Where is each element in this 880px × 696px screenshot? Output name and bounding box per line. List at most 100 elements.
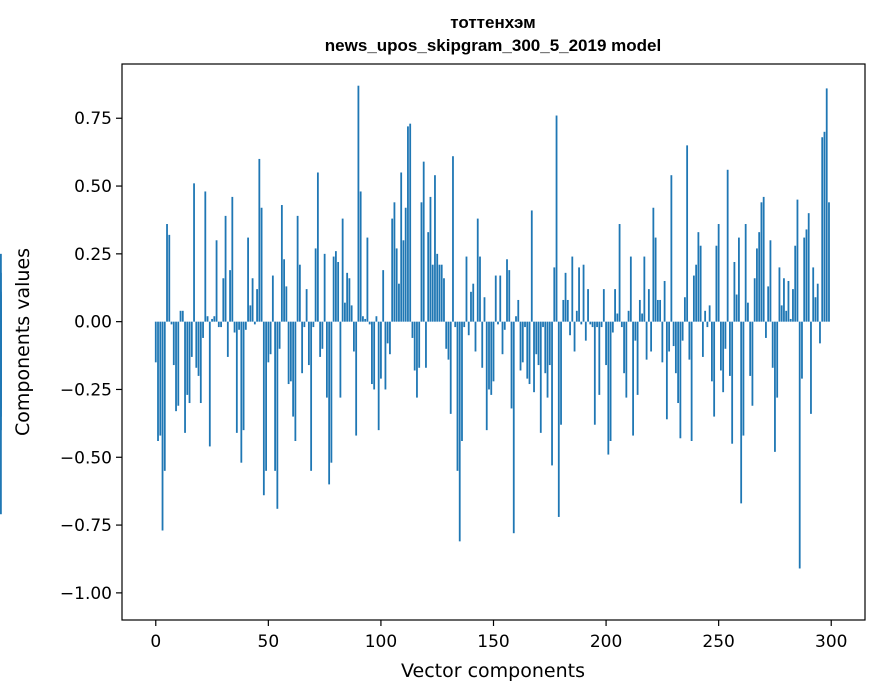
bar-91 [359,191,362,322]
bar-144 [479,256,481,322]
plot-area-frame [121,63,866,621]
bar-41 [247,237,249,322]
bar-65 [301,321,304,374]
bar-299 [828,202,830,322]
bar-84 [344,302,346,322]
x-tick-label-200: 200 [590,632,622,652]
bar-294 [816,283,819,322]
bar-267 [756,248,758,322]
bar-106 [393,202,396,322]
bar-140 [470,291,472,322]
bar-28 [217,321,220,328]
y-tick-label-4: 0.00 [74,313,112,333]
bar-175 [548,321,551,366]
bar-190 [582,264,585,322]
bar-244 [704,310,707,322]
bar-277 [778,267,781,322]
bar-3 [161,321,164,531]
bar-274 [771,321,774,368]
bar-200 [605,321,607,366]
bar-67 [305,289,308,322]
bar-198 [600,321,603,328]
bar-121 [427,232,430,322]
bar-124 [434,175,436,322]
bar-217 [643,256,646,322]
bar-232 [677,321,680,404]
bar-35 [233,321,236,333]
bar-154 [501,321,504,355]
bar-178 [555,115,558,322]
bar-276 [776,321,779,398]
bar-131 [449,321,452,414]
bar-287 [801,321,803,379]
bar-220 [650,321,653,352]
bar-108 [398,283,400,322]
bar-54 [276,321,279,509]
bar-16 [190,321,193,357]
bar-156 [506,259,508,322]
bar-130 [447,321,450,360]
bar-233 [679,321,682,439]
bar-288 [803,237,806,322]
bar-62 [294,321,297,441]
x-tick-label-300: 300 [815,632,847,652]
bar-176 [551,321,553,466]
y-tick-label-1: −0.75 [60,516,112,536]
bar-136 [461,321,463,441]
bar-210 [627,310,630,322]
bar-66 [303,321,306,328]
bar-245 [706,321,709,328]
bar-291 [810,321,812,414]
bar-266 [753,278,756,322]
bar-55 [278,321,281,349]
bar-133 [454,321,457,328]
bar-82 [339,321,342,398]
bar-179 [557,321,560,517]
bar-273 [769,240,772,322]
bar-163 [521,321,524,363]
bar-39 [242,321,245,431]
bar-102 [384,321,387,390]
bar-147 [485,321,488,431]
bar-205 [616,313,619,322]
bar-142 [474,321,477,352]
bar-272 [767,286,770,322]
bar-56 [280,205,283,322]
bar-290 [807,213,810,322]
bar-23 [206,316,209,322]
bar-207 [620,321,623,328]
bar-15 [188,321,191,404]
bar-46 [258,158,261,322]
bar-105 [391,218,394,322]
bar-98 [375,316,378,322]
bar-158 [510,321,513,409]
bar-249 [715,245,718,322]
bar-157 [508,270,511,322]
bar-285 [796,199,799,322]
bar-93 [364,318,367,322]
bar-181 [562,299,565,322]
bar-185 [571,256,574,322]
bar-228 [668,321,671,352]
bar-215 [638,299,641,322]
bar-44 [253,321,256,325]
bar-150 [492,321,495,382]
bar-281 [787,280,790,322]
bar-30 [222,278,225,322]
bar-42 [249,305,252,322]
bar-129 [445,321,448,349]
bar-32 [226,321,229,357]
bars-group [0,85,830,569]
bar-235 [683,297,686,322]
bar-229 [670,175,673,322]
bar-18 [195,321,198,368]
bar-85 [346,272,349,322]
bar-37 [238,321,240,330]
bar-undefined [0,321,2,417]
bar-34 [231,196,234,322]
bar-14 [186,321,189,395]
y-tick-label-7: 0.75 [74,109,112,129]
bar-230 [672,321,675,347]
bar-90 [357,85,360,322]
